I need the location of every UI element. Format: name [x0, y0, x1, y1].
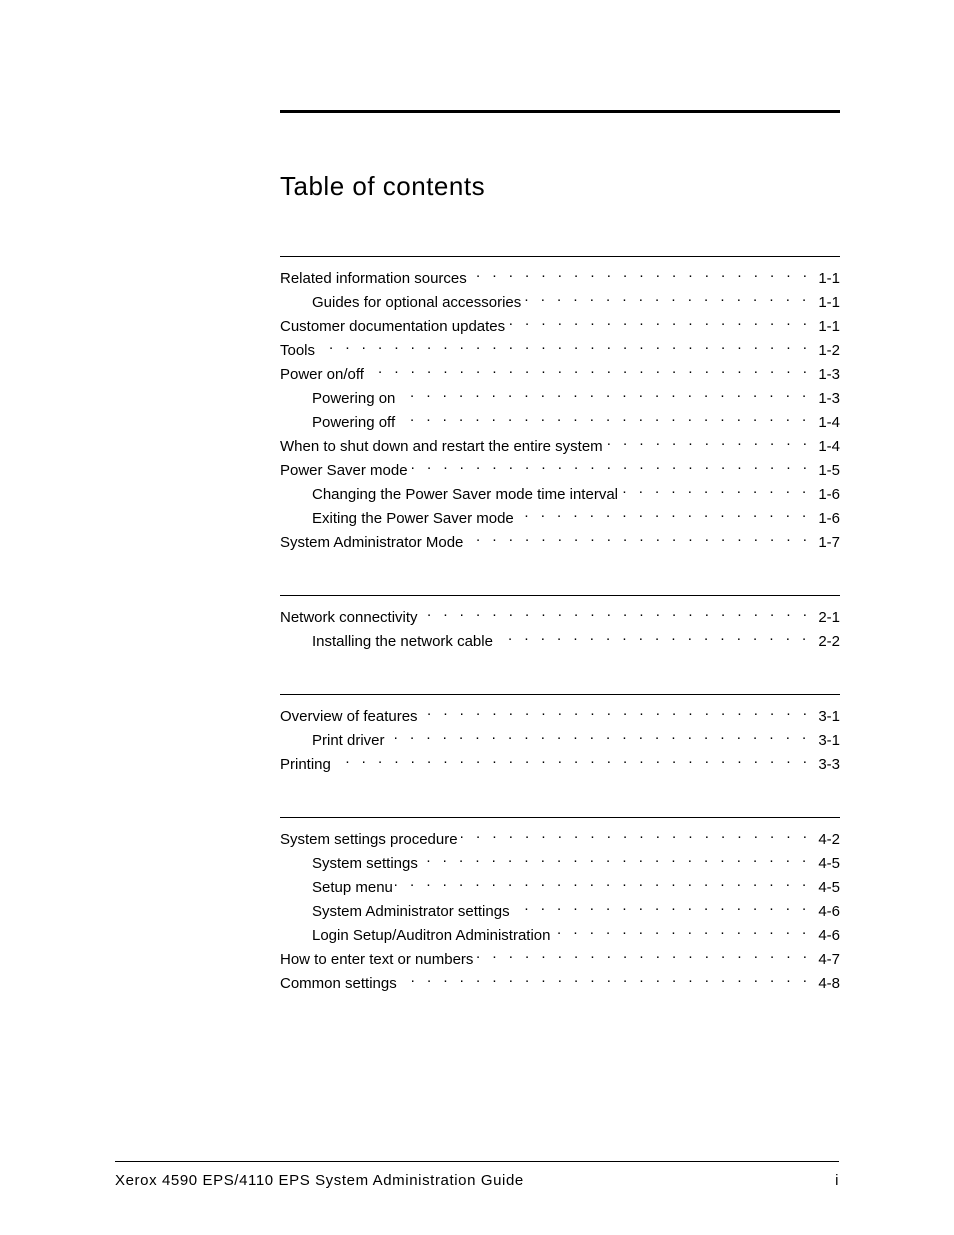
toc-entry-page: 1-4 — [816, 435, 840, 459]
toc-entry-page: 1-7 — [816, 531, 840, 555]
toc-entry-page: 1-4 — [816, 411, 840, 435]
toc-entry-page: 1-1 — [816, 315, 840, 339]
toc-entry-page: 4-8 — [816, 972, 840, 996]
toc-entry[interactable]: . . . . . . . . . . . . . . . . . . . . … — [280, 630, 840, 654]
toc-entry-page: 4-6 — [816, 900, 840, 924]
section-rule — [280, 694, 840, 695]
footer-product: Xerox 4590 EPS/4110 EPS System Administr… — [115, 1172, 524, 1189]
page-content: Table of contents . . . . . . . . . . . … — [280, 110, 840, 1036]
toc-entry-label: System settings procedure — [280, 831, 460, 848]
toc-entry-page: 1-1 — [816, 291, 840, 315]
toc-entry-page: 3-1 — [816, 729, 840, 753]
toc-entry-page: 4-7 — [816, 948, 840, 972]
toc-leader-dots: . . . . . . . . . . . . . . . . . . . . … — [312, 723, 840, 747]
toc-section: . . . . . . . . . . . . . . . . . . . . … — [280, 694, 840, 777]
toc-entry-label: Print driver — [312, 732, 387, 749]
toc-entry-label: System Administrator settings — [312, 903, 512, 920]
toc-entry-label: Common settings — [280, 975, 399, 992]
toc-section: . . . . . . . . . . . . . . . . . . . . … — [280, 817, 840, 996]
toc-entry-label: Customer documentation updates — [280, 318, 507, 335]
page-title: Table of contents — [280, 171, 840, 202]
toc-entry-label: Related information sources — [280, 270, 469, 287]
toc-entry-page: 1-1 — [816, 267, 840, 291]
toc-sections: . . . . . . . . . . . . . . . . . . . . … — [280, 256, 840, 996]
toc-entry[interactable]: . . . . . . . . . . . . . . . . . . . . … — [280, 531, 840, 555]
toc-entry-page: 1-2 — [816, 339, 840, 363]
toc-entry-label: Changing the Power Saver mode time inter… — [312, 486, 620, 503]
toc-entry-label: Printing — [280, 756, 333, 773]
section-rule — [280, 256, 840, 257]
toc-entry-label: Power Saver mode — [280, 462, 410, 479]
toc-entry[interactable]: . . . . . . . . . . . . . . . . . . . . … — [280, 753, 840, 777]
toc-entry-page: 4-5 — [816, 852, 840, 876]
toc-entry-label: Login Setup/Auditron Administration — [312, 927, 552, 944]
toc-entry-label: System Administrator Mode — [280, 534, 465, 551]
toc-entry-label: Setup menu — [312, 879, 395, 896]
toc-entry-page: 1-6 — [816, 483, 840, 507]
toc-entry-page: 4-5 — [816, 876, 840, 900]
toc-entry-page: 2-1 — [816, 606, 840, 630]
toc-leader-dots: . . . . . . . . . . . . . . . . . . . . … — [280, 747, 840, 771]
section-rule — [280, 817, 840, 818]
footer: Xerox 4590 EPS/4110 EPS System Administr… — [115, 1161, 839, 1189]
toc-entry[interactable]: . . . . . . . . . . . . . . . . . . . . … — [280, 972, 840, 996]
toc-entry-label: Installing the network cable — [312, 633, 495, 650]
toc-entry-label: Powering on — [312, 390, 397, 407]
toc-entry-page: 2-2 — [816, 630, 840, 654]
title-rule — [280, 110, 840, 113]
toc-entry-label: When to shut down and restart the entire… — [280, 438, 605, 455]
toc-entry-page: 1-3 — [816, 363, 840, 387]
toc-entry-page: 4-6 — [816, 924, 840, 948]
toc-section: . . . . . . . . . . . . . . . . . . . . … — [280, 595, 840, 654]
toc-entry-page: 4-2 — [816, 828, 840, 852]
section-rule — [280, 595, 840, 596]
toc-entry-label: Tools — [280, 342, 317, 359]
toc-entry-page: 1-3 — [816, 387, 840, 411]
toc-entry-label: System settings — [312, 855, 420, 872]
toc-section: . . . . . . . . . . . . . . . . . . . . … — [280, 256, 840, 555]
toc-entry-label: Network connectivity — [280, 609, 420, 626]
toc-entry-label: How to enter text or numbers — [280, 951, 475, 968]
toc-entry-label: Power on/off — [280, 366, 366, 383]
toc-entry-label: Exiting the Power Saver mode — [312, 510, 516, 527]
toc-entry-page: 1-5 — [816, 459, 840, 483]
toc-entry-label: Powering off — [312, 414, 397, 431]
footer-page-number: i — [835, 1172, 839, 1189]
toc-leader-dots: . . . . . . . . . . . . . . . . . . . . … — [280, 333, 840, 357]
toc-entry-label: Guides for optional accessories — [312, 294, 523, 311]
toc-entry-page: 3-1 — [816, 705, 840, 729]
toc-entry-label: Overview of features — [280, 708, 420, 725]
toc-entry-page: 1-6 — [816, 507, 840, 531]
toc-entry-page: 3-3 — [816, 753, 840, 777]
